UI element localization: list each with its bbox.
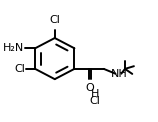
Text: Cl: Cl (89, 96, 100, 106)
Text: H₂N: H₂N (3, 43, 24, 53)
Text: NH: NH (111, 69, 128, 79)
Text: H: H (91, 89, 99, 99)
Text: Cl: Cl (15, 64, 26, 74)
Text: Cl: Cl (49, 15, 60, 25)
Text: O: O (86, 83, 94, 93)
